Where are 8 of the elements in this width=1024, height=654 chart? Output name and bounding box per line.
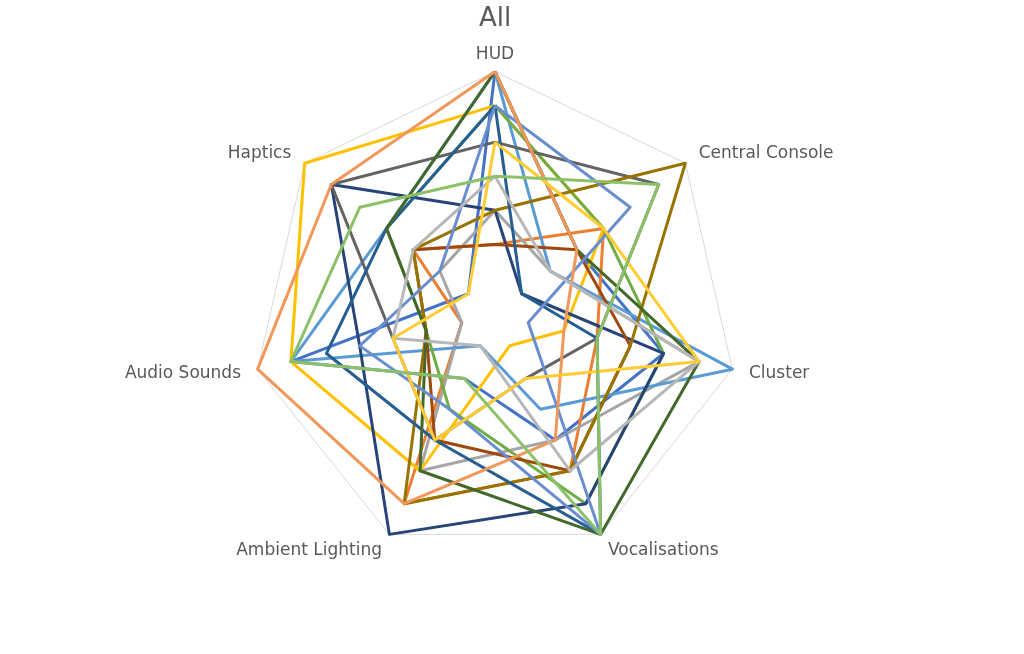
chart-title: All — [478, 2, 512, 32]
spoke-label: Audio Sounds — [124, 361, 242, 382]
spoke-label: Cluster — [748, 361, 810, 382]
spoke-label: Ambient Lighting — [236, 538, 382, 559]
spoke-label: Haptics — [227, 141, 292, 162]
spoke-label: Vocalisations — [608, 538, 719, 559]
spoke-label: Central Console — [698, 141, 834, 162]
spoke-label: HUD — [475, 43, 515, 64]
